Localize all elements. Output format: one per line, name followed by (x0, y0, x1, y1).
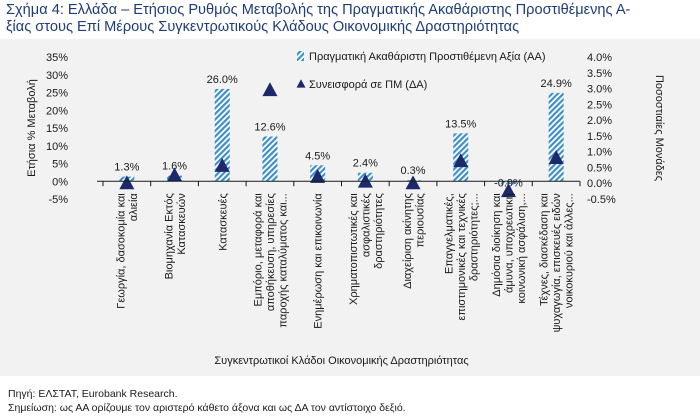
category-label: αποθήκευση, υπηρεσίες (265, 193, 277, 311)
right-tick-label: 2.5% (587, 99, 612, 111)
footer-note: Σημείωση: ως ΑΑ ορίζουμε τον αριστερό κά… (8, 402, 406, 414)
left-tick-label: 5% (52, 159, 68, 171)
title-line-1: Σχήμα 4: Ελλάδα – Ετήσιος Ρυθμός Μεταβολ… (6, 2, 631, 18)
left-tick-label: 20% (46, 105, 68, 117)
chart-svg: 1.3%1.6%26.0%12.6%4.5%2.4%0.3%13.5%-0.9%… (26, 51, 665, 367)
right-tick-label: 3.0% (587, 84, 612, 96)
contribution-marker (405, 175, 421, 190)
bar-value-label: 4.5% (305, 150, 330, 162)
category-label: ψυχαγωγία, επισκευές ειδών (551, 193, 563, 333)
contribution-marker (453, 153, 469, 168)
left-tick-label: 15% (46, 123, 68, 135)
right-tick-label: 3.5% (587, 68, 612, 80)
category-label: άμυνα, υποχρεωτική (503, 193, 515, 293)
category-label: δραστηριότητες (373, 193, 385, 269)
left-tick-label: 10% (46, 141, 68, 153)
left-tick-label: -5% (48, 194, 68, 206)
category-label: Δημόσια διοίκηση και (491, 193, 503, 297)
category-label: Χρηματοπιστωτικές και (348, 193, 360, 305)
category-label: αλιεία (128, 193, 140, 222)
category-label: ασφαλιστικές (360, 193, 372, 257)
category-label: Κατασκευών (176, 193, 188, 255)
category-label: νοικοκυριού και άλλες... (564, 193, 576, 308)
bar-value-label: 1.3% (114, 162, 139, 174)
right-tick-label: 1.0% (587, 147, 612, 159)
bar-value-label: 0.3% (401, 165, 426, 177)
right-tick-label: -0.5% (587, 194, 616, 206)
footer-source: Πηγή: ΕΛΣΤΑΤ, Eurobank Research. (8, 388, 178, 400)
legend-bar-swatch (297, 51, 304, 61)
y-axis-right-title: Ποσοστιαίες Μονάδες (653, 75, 665, 181)
bar-value-label: 26.0% (207, 74, 238, 86)
right-tick-label: 0.0% (587, 178, 612, 190)
left-tick-label: 30% (46, 70, 68, 82)
left-tick-label: 0% (52, 176, 68, 188)
legend-bar-label: Πραγματική Ακαθάριστη Προστιθέμενη Αξία … (309, 51, 546, 63)
category-label: Ενημέρωση και επικοινωνία (313, 193, 325, 329)
left-tick-label: 25% (46, 88, 68, 100)
chart-title: Σχήμα 4: Ελλάδα – Ετήσιος Ρυθμός Μεταβολ… (6, 2, 696, 36)
contribution-marker (167, 167, 183, 182)
right-tick-label: 4.0% (587, 52, 612, 64)
category-label: Βιομηχανία Εκτός (163, 193, 175, 279)
category-label: Κατασκευές (217, 193, 229, 251)
contribution-marker (357, 173, 373, 188)
chart-panel: 1.3%1.6%26.0%12.6%4.5%2.4%0.3%13.5%-0.9%… (0, 39, 700, 376)
legend-marker-swatch (296, 79, 306, 88)
bar-value-label: 12.6% (254, 122, 285, 134)
x-axis-title: Συγκεντρωτικοί Κλάδοι Οικονομικής Δραστη… (214, 355, 468, 367)
contribution-marker (500, 183, 516, 198)
category-label: Διαχείριση ακίνητης (402, 193, 414, 289)
category-label: Γεωργία, δασοκομία και (116, 193, 128, 309)
y-axis-left-title: Ετήσια % Μεταβολή (26, 79, 38, 177)
right-tick-label: 0.5% (587, 162, 612, 174)
right-tick-label: 1.5% (587, 131, 612, 143)
contribution-marker (548, 150, 564, 164)
bar-value-label: 1.6% (162, 161, 187, 173)
category-label: δραστηριότητες;... (468, 193, 480, 281)
category-label: Τέχνες, διασκέδαση και (539, 193, 551, 306)
contribution-marker (262, 82, 278, 97)
bar-value-label: 13.5% (445, 118, 476, 130)
contribution-marker (119, 175, 135, 190)
data-bar (548, 92, 564, 182)
data-bar (500, 181, 516, 185)
legend-marker-label: Συνεισφορά σε ΠΜ (ΔΑ) (309, 79, 427, 91)
title-line-2: ξίας στους Επί Μέρους Συγκεντρωτικούς Κλ… (6, 19, 520, 35)
category-label: Επαγγελματικές, (443, 193, 455, 274)
data-bar (214, 88, 230, 182)
category-label: Εμπόριο, μεταφορά και (252, 193, 264, 307)
category-label: κοινωνική ασφάλιση,... (516, 193, 528, 303)
category-label: παροχής καταλύματος και... (277, 193, 289, 327)
contribution-marker (214, 157, 230, 172)
contribution-marker (310, 169, 326, 183)
category-label: περιουσίας (414, 193, 426, 247)
data-bar (262, 136, 278, 182)
bar-value-label: 24.9% (541, 78, 572, 90)
right-tick-label: 2.0% (587, 115, 612, 127)
left-tick-label: 35% (46, 52, 68, 64)
category-label: επιστημονικές και τεχνικές (456, 193, 468, 320)
bar-value-label: 2.4% (353, 158, 378, 170)
